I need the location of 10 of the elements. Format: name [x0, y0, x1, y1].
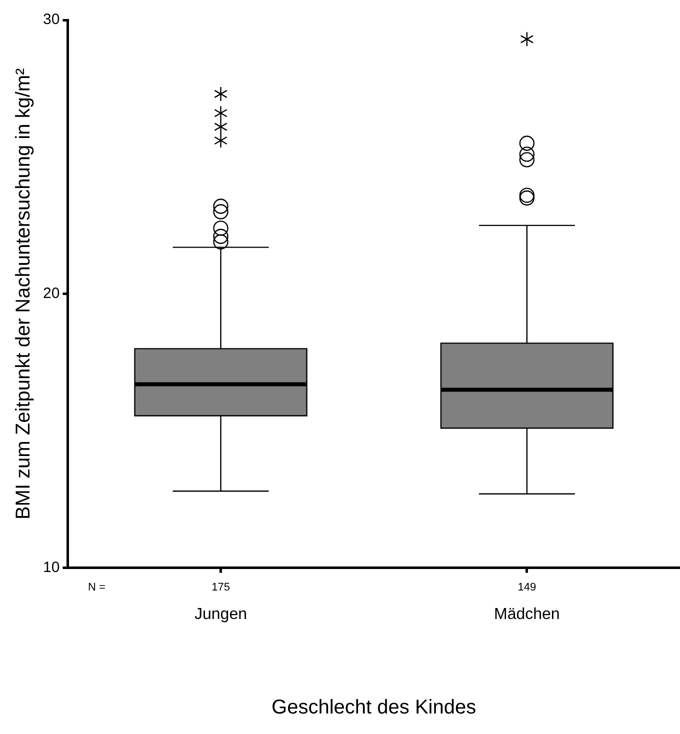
y-tick-label: 20 — [42, 285, 60, 302]
y-axis-title: BMI zum Zeitpunkt der Nachuntersuchung in kg/m² — [12, 68, 35, 520]
x-tick-label: Jungen — [194, 606, 248, 623]
text: N = — [88, 581, 106, 594]
y-tick-label: 10 — [42, 558, 60, 576]
text: 149 — [518, 581, 536, 594]
x-axis-title: Geschlecht des Kindes — [272, 696, 476, 719]
y-tick-label: 30 — [42, 11, 60, 28]
x-tick-label: Mädchen — [494, 606, 560, 623]
text: 175 — [212, 581, 230, 594]
